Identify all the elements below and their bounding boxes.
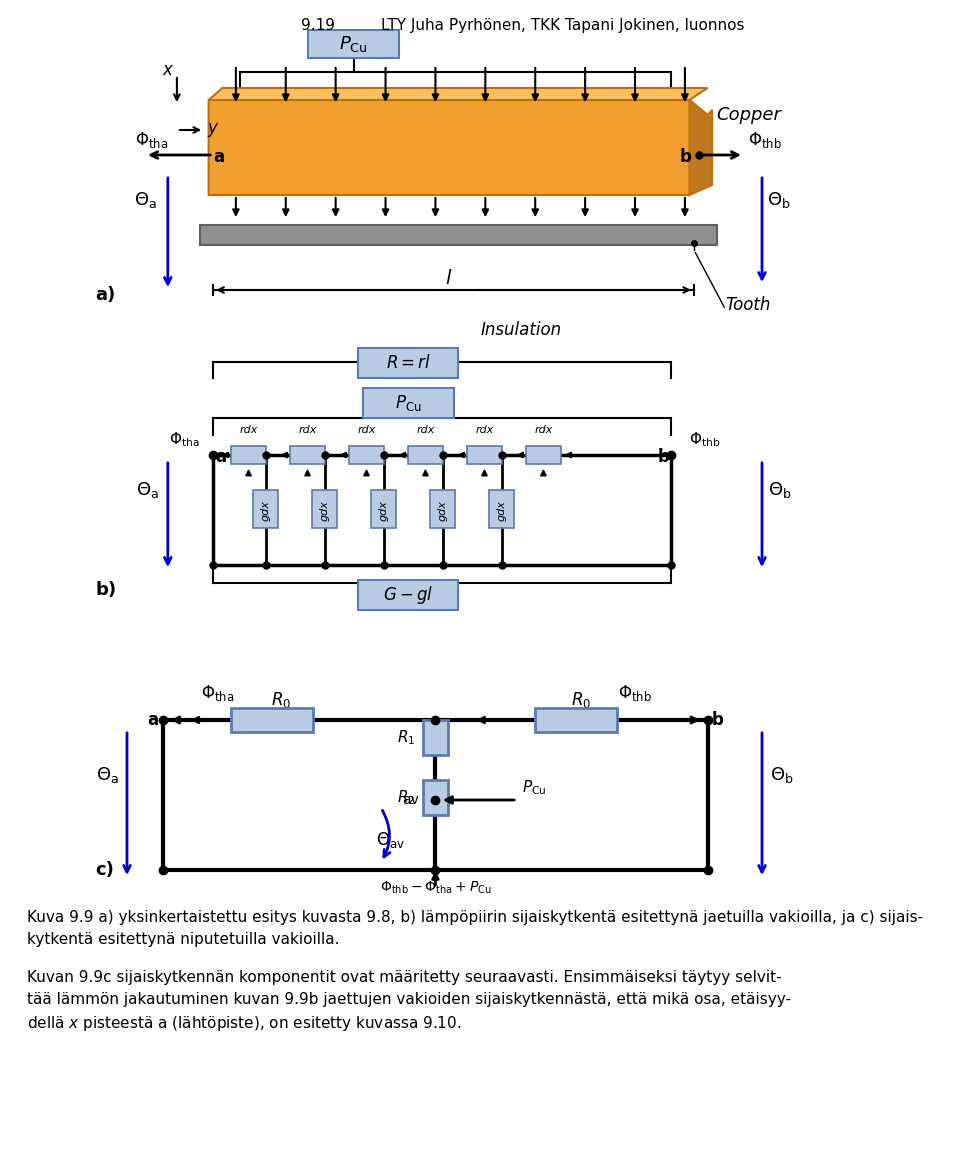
- Text: $\Theta_{\rm b}$: $\Theta_{\rm b}$: [768, 481, 792, 500]
- FancyBboxPatch shape: [371, 490, 396, 528]
- FancyBboxPatch shape: [422, 780, 448, 815]
- FancyBboxPatch shape: [231, 708, 313, 732]
- Text: $\Phi_{\rm tha}$: $\Phi_{\rm tha}$: [201, 683, 234, 703]
- Text: c): c): [95, 862, 114, 879]
- Text: rdx: rdx: [475, 425, 493, 435]
- FancyBboxPatch shape: [358, 580, 458, 610]
- Text: a): a): [95, 286, 115, 305]
- Text: $\Phi_{\rm thb}$: $\Phi_{\rm thb}$: [749, 130, 782, 151]
- Text: gdx: gdx: [320, 500, 330, 521]
- Text: $\Theta_{\rm a}$: $\Theta_{\rm a}$: [136, 481, 159, 500]
- Text: $\Phi_{\rm thb}$: $\Phi_{\rm thb}$: [618, 683, 652, 703]
- Text: b: b: [658, 448, 669, 466]
- Text: rdx: rdx: [299, 425, 317, 435]
- Text: $x$: $x$: [161, 61, 174, 79]
- Text: $\Theta_{\rm a}$: $\Theta_{\rm a}$: [96, 765, 118, 785]
- Text: $l$: $l$: [445, 269, 453, 287]
- FancyBboxPatch shape: [312, 490, 338, 528]
- Text: $R_0$: $R_0$: [570, 690, 590, 710]
- Text: $\Theta_{\rm b}$: $\Theta_{\rm b}$: [766, 190, 790, 210]
- FancyBboxPatch shape: [363, 388, 453, 418]
- Polygon shape: [208, 100, 708, 195]
- Polygon shape: [689, 100, 712, 195]
- Text: b): b): [95, 581, 116, 599]
- Text: $P_{\rm Cu}$: $P_{\rm Cu}$: [340, 34, 368, 54]
- Text: a: a: [148, 711, 158, 730]
- FancyBboxPatch shape: [349, 446, 384, 464]
- Text: $\Phi_{\rm tha}$: $\Phi_{\rm tha}$: [134, 130, 168, 151]
- Text: $R_1$: $R_1$: [397, 728, 416, 747]
- Text: $\Theta_{\rm av}$: $\Theta_{\rm av}$: [375, 830, 404, 850]
- FancyBboxPatch shape: [231, 446, 266, 464]
- Text: $P_{\rm Cu}$: $P_{\rm Cu}$: [395, 393, 421, 413]
- Text: $y$: $y$: [206, 120, 219, 139]
- Text: $R_0$: $R_0$: [271, 690, 291, 710]
- Text: Kuvan 9.9c sijaiskytkennän komponentit ovat määritetty seuraavasti. Ensimmäiseks: Kuvan 9.9c sijaiskytkennän komponentit o…: [27, 970, 781, 985]
- Text: rdx: rdx: [534, 425, 553, 435]
- Text: dellä $x$ pisteestä a (lähtöpiste), on esitetty kuvassa 9.10.: dellä $x$ pisteestä a (lähtöpiste), on e…: [27, 1014, 462, 1033]
- FancyBboxPatch shape: [408, 446, 443, 464]
- Text: gdx: gdx: [438, 500, 447, 521]
- Text: gdx: gdx: [379, 500, 389, 521]
- Text: Kuva 9.9 a) yksinkertaistettu esitys kuvasta 9.8, b) lämpöpiirin sijaiskytkentä : Kuva 9.9 a) yksinkertaistettu esitys kuv…: [27, 910, 924, 925]
- Polygon shape: [200, 225, 717, 245]
- FancyBboxPatch shape: [468, 446, 502, 464]
- FancyBboxPatch shape: [253, 490, 278, 528]
- Text: a: a: [215, 448, 227, 466]
- FancyBboxPatch shape: [358, 349, 458, 378]
- Text: $\Phi_{\rm thb}$: $\Phi_{\rm thb}$: [689, 431, 721, 449]
- Text: tää lämmön jakautuminen kuvan 9.9b jaettujen vakioiden sijaiskytkennästä, että m: tää lämmön jakautuminen kuvan 9.9b jaett…: [27, 992, 791, 1007]
- Text: 9.19: 9.19: [300, 19, 334, 32]
- Text: $G - gl$: $G - gl$: [383, 584, 433, 606]
- FancyBboxPatch shape: [422, 720, 448, 755]
- Text: kytkentä esitettynä niputetuilla vakioilla.: kytkentä esitettynä niputetuilla vakioil…: [27, 932, 340, 947]
- FancyBboxPatch shape: [489, 490, 515, 528]
- Text: $R_2$: $R_2$: [397, 789, 416, 807]
- FancyBboxPatch shape: [290, 446, 324, 464]
- FancyBboxPatch shape: [308, 30, 399, 58]
- Text: $P_{\rm Cu}$: $P_{\rm Cu}$: [521, 778, 546, 798]
- Text: $\Theta_{\rm b}$: $\Theta_{\rm b}$: [770, 765, 794, 785]
- Text: $\Phi_{\rm tha}$: $\Phi_{\rm tha}$: [169, 431, 200, 449]
- FancyBboxPatch shape: [536, 708, 617, 732]
- Text: $\Phi_{\rm thb} - \Phi_{\rm tha} + P_{\rm Cu}$: $\Phi_{\rm thb} - \Phi_{\rm tha} + P_{\r…: [379, 880, 492, 896]
- Text: rdx: rdx: [357, 425, 375, 435]
- Text: $R = rl$: $R = rl$: [386, 354, 431, 372]
- Text: Tooth: Tooth: [726, 296, 771, 314]
- Polygon shape: [208, 88, 708, 100]
- Text: rdx: rdx: [417, 425, 435, 435]
- FancyBboxPatch shape: [526, 446, 561, 464]
- Text: gdx: gdx: [496, 500, 507, 521]
- Text: b: b: [680, 148, 691, 166]
- Text: b: b: [712, 711, 724, 730]
- Text: gdx: gdx: [261, 500, 271, 521]
- Text: rdx: rdx: [239, 425, 257, 435]
- Text: Insulation: Insulation: [481, 321, 562, 339]
- FancyBboxPatch shape: [430, 490, 455, 528]
- Text: LTY Juha Pyrhönen, TKK Tapani Jokinen, luonnos: LTY Juha Pyrhönen, TKK Tapani Jokinen, l…: [381, 19, 744, 32]
- Text: a: a: [213, 148, 225, 166]
- Text: Copper: Copper: [717, 107, 781, 124]
- Text: $\Theta_{\rm a}$: $\Theta_{\rm a}$: [133, 190, 156, 210]
- Text: av: av: [402, 793, 420, 807]
